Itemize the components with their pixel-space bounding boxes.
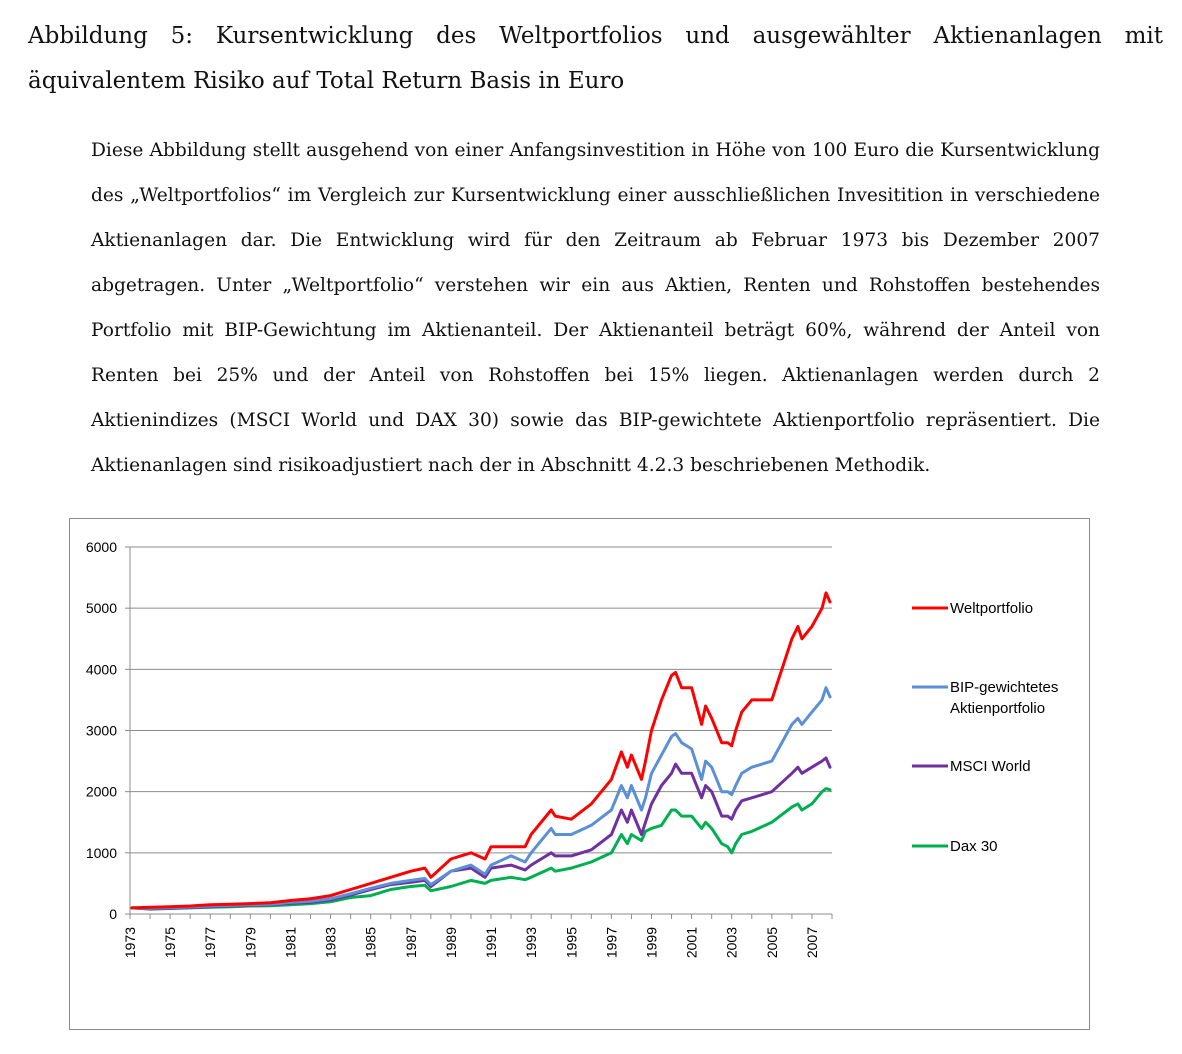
x-tick-label: 1997: [603, 927, 619, 958]
y-tick-label: 6000: [86, 539, 117, 555]
legend-label: BIP-gewichtetes Aktienportfolio: [950, 679, 1058, 717]
series-line-msci-world: [130, 756, 832, 911]
chart-frame: [69, 518, 1090, 1030]
x-tick-label: 1993: [523, 927, 539, 958]
x-tick-label: 1975: [162, 927, 178, 958]
legend-label: MSCI World: [950, 758, 1031, 775]
figure-description: Diese Abbildung stellt ausgehend von ein…: [91, 140, 1100, 476]
x-tick-label: 2003: [724, 927, 740, 958]
legend-label: Dax 30: [950, 838, 998, 855]
series-line-weltportfolio: [130, 591, 832, 910]
series-line-dax-30: [130, 787, 832, 911]
x-tick-label: 1979: [242, 927, 258, 958]
x-tick-label: 1981: [282, 927, 298, 958]
x-tick-label: 1973: [122, 927, 138, 958]
y-tick-label: 4000: [86, 661, 117, 677]
x-tick-label: 1985: [363, 927, 379, 958]
series-line-bip-gewichtetes-aktienportfolio: [130, 686, 832, 910]
x-tick-label: 1999: [643, 927, 659, 958]
y-tick-label: 2000: [86, 784, 117, 800]
x-tick-label: 1987: [403, 927, 419, 958]
x-tick-label: 2005: [764, 927, 780, 958]
x-tick-label: 1983: [323, 927, 339, 958]
y-tick-label: 0: [109, 906, 117, 922]
x-tick-label: 1977: [202, 927, 218, 958]
figure-caption: Abbildung 5: Kursentwicklung des Weltpor…: [28, 23, 1163, 94]
legend-label: Weltportfolio: [950, 600, 1033, 617]
x-tick-label: 1989: [443, 927, 459, 958]
y-tick-label: 1000: [86, 845, 117, 861]
x-tick-label: 2007: [804, 927, 820, 958]
x-tick-label: 1991: [483, 927, 499, 958]
y-tick-label: 5000: [86, 600, 117, 616]
x-tick-label: 1995: [563, 927, 579, 958]
x-tick-label: 2001: [684, 927, 700, 958]
y-tick-label: 3000: [86, 723, 117, 739]
